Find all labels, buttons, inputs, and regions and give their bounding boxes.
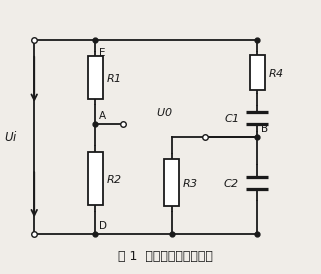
Text: $U$0: $U$0 bbox=[156, 106, 172, 118]
Text: $C$2: $C$2 bbox=[223, 177, 239, 189]
Text: $U$i: $U$i bbox=[4, 130, 17, 144]
Bar bbox=[164, 159, 179, 206]
Text: B: B bbox=[261, 124, 268, 134]
Text: A: A bbox=[99, 111, 106, 121]
Bar bbox=[88, 152, 103, 206]
Bar bbox=[249, 55, 265, 90]
Text: $R$4: $R$4 bbox=[268, 67, 284, 79]
Text: 图 1  文氏电桥滤波器电路: 图 1 文氏电桥滤波器电路 bbox=[118, 250, 213, 263]
Text: $R$1: $R$1 bbox=[106, 72, 121, 84]
Text: D: D bbox=[99, 221, 107, 231]
Text: $R$3: $R$3 bbox=[182, 177, 198, 189]
Text: E: E bbox=[99, 48, 106, 58]
Bar bbox=[88, 56, 103, 99]
Text: $C$1: $C$1 bbox=[224, 112, 239, 124]
Text: $R$2: $R$2 bbox=[106, 173, 122, 185]
